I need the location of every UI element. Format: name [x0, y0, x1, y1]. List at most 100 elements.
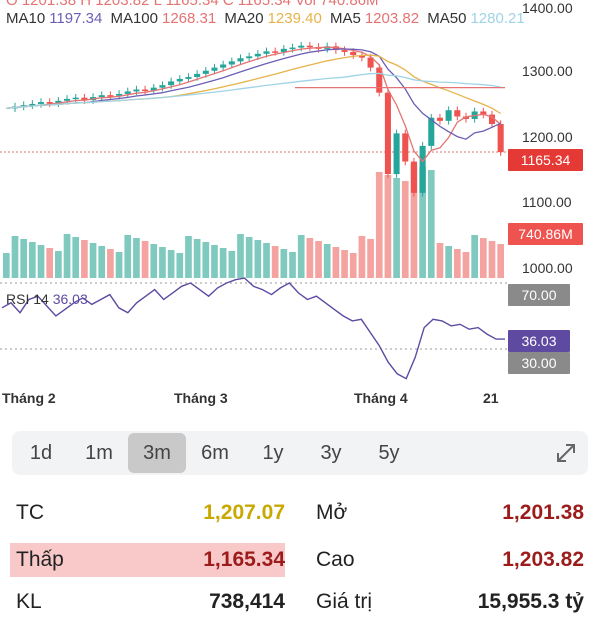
info-row-2: Thấp 1,165.34 Cao 1,203.82: [0, 540, 600, 580]
ma50-line: [6, 72, 501, 109]
low-label: Thấp: [16, 548, 64, 571]
candle-body: [272, 51, 279, 53]
volume-bar: [20, 239, 28, 278]
volume-bar: [98, 246, 106, 278]
low-highlight: [10, 543, 285, 577]
ma50-label: MA50: [427, 10, 467, 27]
volume-bar: [323, 244, 331, 278]
value-label: Giá trị: [316, 590, 373, 613]
rsi-legend: RSI 14 36.03: [6, 291, 88, 307]
candle-body: [246, 56, 253, 59]
last-price-badge: 1165.34: [508, 149, 583, 171]
candle-body: [29, 103, 36, 106]
volume-bar: [185, 236, 192, 278]
candle-body: [306, 45, 313, 48]
volume-bar: [436, 243, 444, 278]
price-tick-1400: 1400.00: [522, 0, 573, 16]
candle-body: [20, 105, 27, 107]
volume-bar: [193, 239, 201, 278]
rsi-current-badge: 36.03: [508, 330, 570, 352]
candle-body: [367, 57, 374, 68]
candle-body: [237, 58, 244, 62]
chart-canvas: [0, 41, 507, 380]
ma50-value: 1280.21: [470, 10, 525, 27]
ma-legend: MA10 1197.34 MA100 1268.31 MA20 1239.40 MA5…: [6, 10, 529, 27]
open-label: Mở: [316, 501, 348, 524]
candle-body: [402, 133, 409, 162]
expand-icon[interactable]: [552, 439, 580, 467]
period-1m[interactable]: 1m: [85, 442, 113, 464]
volume-badge: 740.86M: [508, 223, 583, 245]
volume-bar: [150, 244, 158, 278]
volume-bar: [349, 253, 357, 278]
candle-body: [194, 73, 201, 78]
volume-bar: [263, 243, 270, 278]
candle-body: [341, 50, 348, 52]
period-selector: 1d 1m 3m 6m 1y 3y 5y: [12, 431, 588, 475]
volume-bar: [367, 239, 374, 278]
volume-bar: [488, 241, 496, 278]
volume-bar: [115, 252, 123, 278]
candle-body: [64, 98, 71, 101]
candle-body: [142, 89, 149, 92]
ma10-label: MA10: [6, 10, 46, 27]
ma10-value: 1197.34: [49, 10, 103, 27]
candle-body: [445, 110, 452, 121]
period-6m[interactable]: 6m: [201, 442, 229, 464]
volume-bar: [254, 240, 262, 278]
volume-bar: [141, 241, 149, 278]
candle-body: [436, 117, 443, 121]
candle-body: [55, 100, 62, 104]
candle-body: [263, 51, 270, 54]
high-label: Cao: [316, 548, 355, 571]
period-3m[interactable]: 3m: [128, 433, 186, 473]
volume-bar: [315, 241, 322, 278]
volume-bar: [202, 242, 210, 278]
volume-bar: [384, 175, 392, 278]
candle-body: [497, 123, 504, 153]
candle-body: [254, 53, 261, 57]
period-5y[interactable]: 5y: [378, 442, 400, 464]
candle-body: [124, 91, 131, 94]
tc-value: 1,207.07: [203, 501, 285, 524]
candle-body: [37, 102, 45, 104]
candle-body: [462, 116, 470, 119]
volume-bar: [219, 248, 227, 278]
candle-body: [168, 81, 175, 86]
candle-body: [159, 85, 166, 88]
open-value: 1,201.38: [502, 501, 584, 524]
period-1y[interactable]: 1y: [262, 442, 284, 464]
candle-body: [280, 48, 287, 52]
volume-bar: [479, 238, 487, 278]
rsi-70-badge: 70.00: [508, 284, 570, 306]
volume-bar: [107, 249, 114, 278]
volume-bar: [462, 252, 470, 278]
volume-bar: [176, 253, 184, 278]
volume-bar: [341, 250, 348, 278]
candle-body: [150, 87, 157, 91]
volume-bar: [245, 237, 253, 278]
volume-bar: [289, 252, 296, 278]
volume-bar: [55, 251, 62, 278]
candle-body: [428, 117, 435, 146]
candle-body: [350, 51, 357, 56]
volume-bar: [280, 249, 288, 278]
volume-bar: [445, 246, 452, 278]
stock-chart[interactable]: O 1201.38 H 1203.82 L 1165.34 C 1165.34 …: [0, 0, 600, 410]
candle-body: [176, 78, 183, 82]
period-1d[interactable]: 1d: [29, 442, 53, 464]
period-3y[interactable]: 3y: [320, 442, 342, 464]
candle-body: [185, 77, 192, 79]
candle-body: [46, 102, 53, 104]
volume-bar: [453, 249, 461, 278]
volume-bar: [11, 236, 19, 278]
volume-bar: [72, 237, 80, 278]
volume-bar: [29, 242, 36, 278]
candle-body: [72, 97, 79, 100]
info-row-3: KL 738,414 Giá trị 15,955.3 tỷ: [0, 582, 600, 622]
volume-bar: [167, 250, 175, 278]
ma5-label: MA5: [330, 10, 361, 27]
candle-body: [298, 45, 305, 48]
candle-body: [410, 161, 417, 193]
high-value: 1,203.82: [502, 548, 584, 571]
